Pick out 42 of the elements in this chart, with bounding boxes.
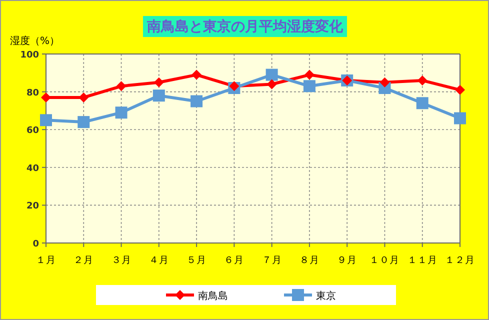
y-tick-label: 80 bbox=[26, 88, 39, 98]
point bbox=[303, 80, 316, 92]
point bbox=[455, 84, 465, 95]
x-tick-label: １０月 bbox=[370, 255, 400, 266]
x-tick-label: ３月 bbox=[111, 255, 132, 266]
x-tick-label: ６月 bbox=[224, 255, 244, 266]
point bbox=[192, 70, 202, 80]
x-tick-label: １１月 bbox=[407, 255, 438, 266]
point bbox=[78, 92, 89, 102]
legend-label: 南鳥島 bbox=[198, 290, 228, 302]
point bbox=[152, 90, 165, 102]
point bbox=[454, 112, 466, 124]
point bbox=[154, 77, 164, 88]
y-tick-label: 20 bbox=[26, 202, 39, 212]
point bbox=[416, 97, 428, 110]
point bbox=[78, 116, 90, 128]
point bbox=[41, 92, 51, 102]
y-tick-label: 0 bbox=[32, 240, 39, 250]
x-tick-label: ５月 bbox=[186, 255, 207, 266]
y-tick-label: 60 bbox=[26, 126, 39, 136]
point bbox=[116, 81, 126, 92]
y-tick-label: 100 bbox=[20, 50, 39, 60]
y-axis-title: 湿度（%） bbox=[10, 35, 60, 47]
point bbox=[229, 81, 240, 92]
x-tick-label: ４月 bbox=[148, 255, 169, 266]
point bbox=[40, 114, 52, 126]
x-tick-label: ７月 bbox=[262, 255, 282, 266]
point bbox=[266, 68, 278, 81]
point bbox=[304, 70, 314, 80]
x-tick-label: ９月 bbox=[337, 255, 358, 266]
point bbox=[115, 106, 128, 119]
x-tick-label: １２月 bbox=[445, 255, 475, 266]
y-tick-label: 40 bbox=[26, 164, 39, 174]
point bbox=[380, 77, 390, 88]
point bbox=[190, 95, 203, 108]
point bbox=[266, 79, 277, 90]
title: 南鳥島と東京の月平均湿度変化 bbox=[143, 16, 347, 37]
legend-label: 東京 bbox=[316, 290, 336, 302]
point bbox=[417, 75, 428, 86]
x-tick-label: ８月 bbox=[299, 255, 320, 266]
x-tick-label: １月 bbox=[36, 255, 56, 266]
x-tick-label: ２月 bbox=[74, 255, 94, 266]
